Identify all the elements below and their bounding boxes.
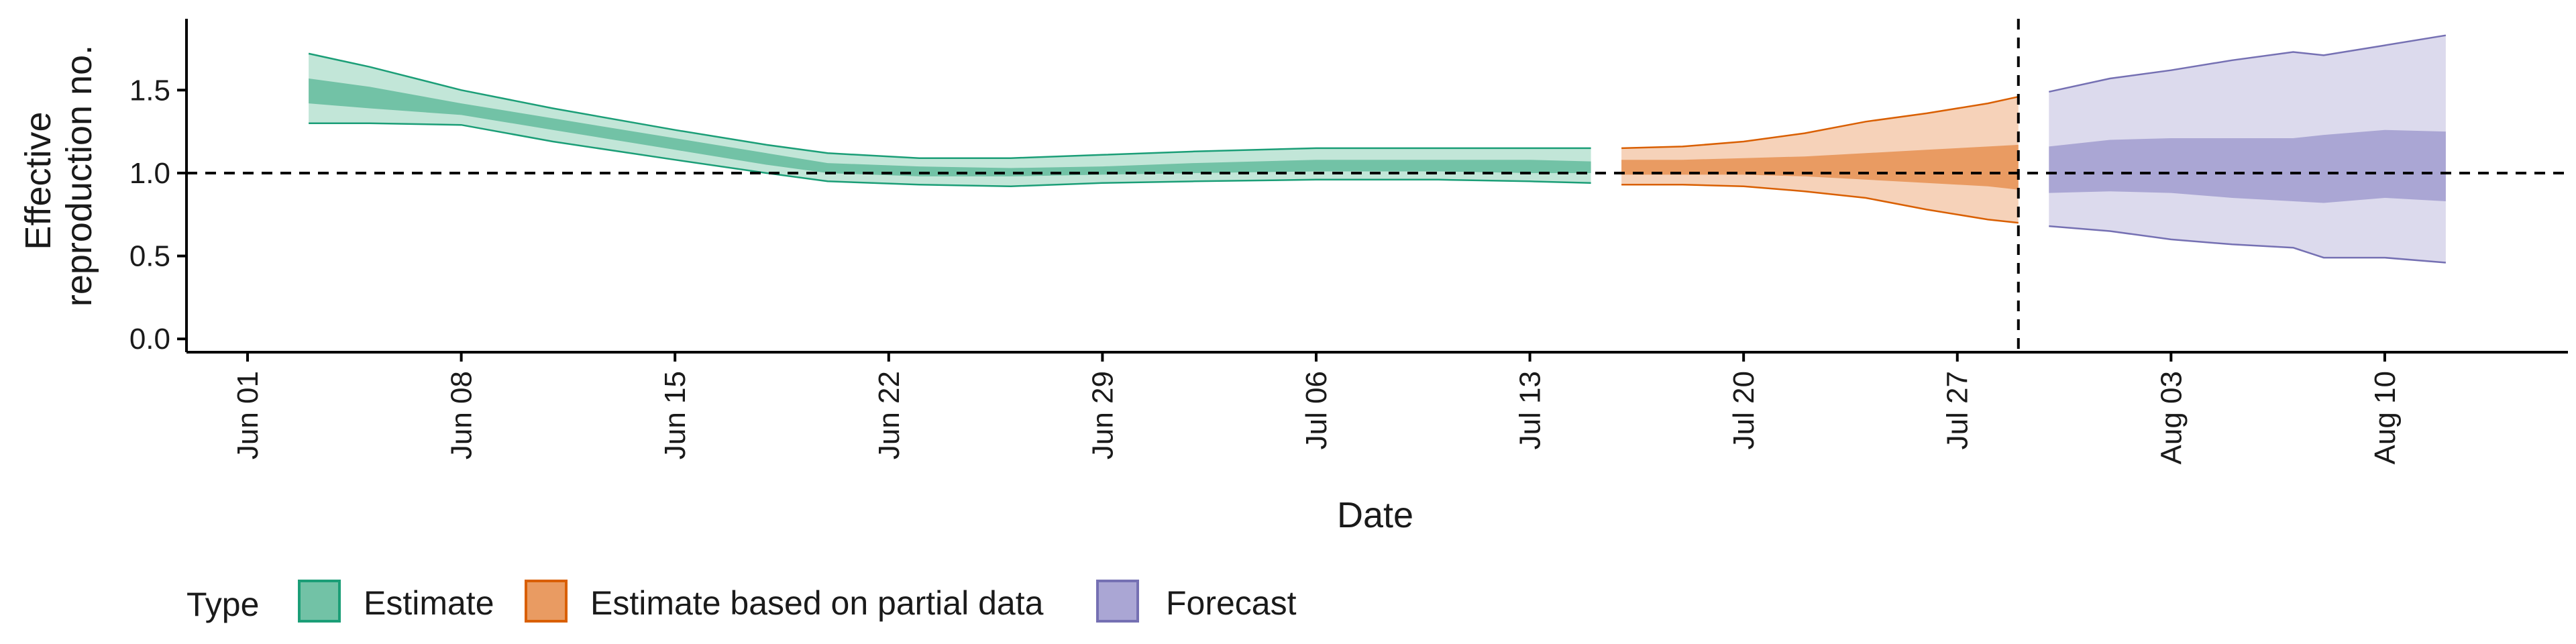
y-axis-title-line-1: Effective xyxy=(18,111,58,250)
x-tick-label: Jul 20 xyxy=(1727,371,1760,449)
legend: Type Estimate Estimate based on partial … xyxy=(186,580,1297,623)
x-tick-label: Jun 01 xyxy=(231,371,264,460)
band-lower-edge-partial xyxy=(1621,184,2019,224)
x-tick-label: Jul 13 xyxy=(1514,371,1547,449)
y-axis-title: Effective reproduction no. xyxy=(18,45,99,307)
legend-label-partial: Estimate based on partial data xyxy=(590,584,1044,622)
legend-key-forecast xyxy=(1096,580,1139,623)
legend-label-estimate: Estimate xyxy=(364,584,494,622)
band-upper-edge-forecast xyxy=(2049,34,2447,93)
ribbon-bands xyxy=(308,34,2447,264)
band-upper-edge-partial xyxy=(1621,95,2019,150)
band-upper-edge-estimate xyxy=(308,52,1591,159)
legend-key-estimate xyxy=(298,580,341,623)
x-tick-label: Jun 22 xyxy=(873,371,906,460)
legend-key-partial xyxy=(525,580,568,623)
band-outer-estimate xyxy=(309,53,1591,186)
x-tick-label: Jun 15 xyxy=(659,371,692,460)
x-tick-label: Jun 08 xyxy=(445,371,478,460)
x-axis-ticks: Jun 01 Jun 08 Jun 15 Jun 22 Jun 29 Jul 06 Jul … xyxy=(231,352,2402,464)
x-axis-title: Date xyxy=(1337,495,1413,535)
x-tick-label: Aug 10 xyxy=(2369,371,2402,464)
band-inner-partial xyxy=(1621,144,2019,190)
legend-title: Type xyxy=(186,586,259,623)
band-inner-forecast xyxy=(2049,129,2446,203)
x-tick-label: Aug 03 xyxy=(2155,371,2188,464)
y-tick-label: 0.5 xyxy=(129,240,170,273)
y-tick-label: 0.0 xyxy=(129,323,170,356)
x-tick-label: Jul 06 xyxy=(1300,371,1333,449)
reference-lines xyxy=(186,19,2568,352)
y-tick-label: 1.0 xyxy=(129,157,170,190)
y-axis-title-line-2: reproduction no. xyxy=(59,45,99,307)
band-inner-estimate xyxy=(309,78,1591,176)
y-tick-label: 1.5 xyxy=(129,74,170,107)
band-lower-edge-forecast xyxy=(2049,225,2447,264)
band-lower-edge-estimate xyxy=(309,122,1591,187)
y-axis-ticks: 0.0 0.5 1.0 1.5 xyxy=(129,74,186,356)
x-tick-label: Jul 27 xyxy=(1941,371,1974,449)
x-tick-label: Jun 29 xyxy=(1086,371,1119,460)
legend-label-forecast: Forecast xyxy=(1166,584,1297,622)
